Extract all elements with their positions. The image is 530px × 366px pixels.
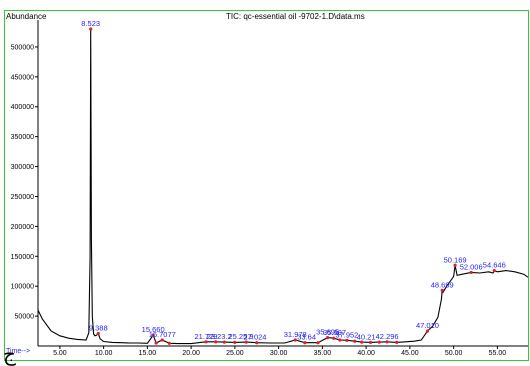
peak-marker — [204, 340, 208, 344]
peak-marker — [377, 340, 381, 344]
x-tick-label: 5.00 — [53, 350, 67, 357]
peak-label: 31.978 — [284, 330, 307, 339]
x-tick-label: 55.00 — [489, 350, 507, 357]
peak-marker — [326, 336, 330, 340]
x-axis: 5.00 10.00 15.00 20.00 25.00 30.00 35.00 40.00 4… — [38, 345, 528, 357]
peak-marker — [96, 331, 100, 336]
y-tick-label: 250000 — [11, 194, 34, 201]
y-axis-title: Abundance — [6, 12, 47, 21]
peak-marker — [160, 338, 164, 342]
peak-label: 9.388 — [89, 323, 108, 332]
peak-marker — [368, 340, 373, 345]
peak-marker — [345, 338, 349, 342]
peak-label: 33.64 — [297, 333, 316, 342]
peak-label: 48.699 — [431, 280, 454, 289]
peak-marker — [167, 341, 171, 345]
y-tick-label: 50000 — [15, 314, 35, 321]
y-tick-label: 150000 — [11, 254, 34, 261]
tic-trace — [37, 28, 529, 345]
peak-label: 27.024 — [244, 332, 267, 341]
peak-label: 54.646 — [483, 261, 506, 270]
peak-label: 25.25.9 — [228, 332, 253, 341]
x-tick-label: 30.00 — [270, 350, 288, 357]
y-tick-label: 200000 — [11, 224, 34, 231]
y-tick-label: 500000 — [11, 44, 34, 51]
peak-marker — [440, 288, 444, 292]
peak-marker — [303, 341, 307, 345]
peak-marker — [154, 341, 158, 345]
corner-glyph: ج — [3, 342, 16, 366]
y-tick-label: 350000 — [11, 134, 34, 141]
chart-title: TIC: qc-essential oil -9702-1.D\data.ms — [226, 12, 365, 21]
peak-marker — [233, 340, 237, 345]
y-axis: 50000 100000 150000 200000 250000 300000 35000… — [11, 20, 39, 346]
peak-label: 42.296 — [376, 332, 399, 341]
peak-label: 8.523 — [81, 19, 100, 28]
peak-marker — [316, 341, 320, 345]
x-axis-title: Time--> — [6, 348, 30, 355]
x-tick-label: 50.00 — [445, 350, 463, 357]
peak-label: 52.006 — [460, 262, 483, 271]
peak-marker — [425, 329, 430, 333]
series-layer — [37, 28, 529, 345]
x-tick-label: 15.00 — [139, 350, 157, 357]
x-tick-label: 20.00 — [182, 350, 200, 357]
peak-label: 16.7077 — [149, 330, 176, 339]
peak-marker — [395, 340, 399, 345]
peak-label: 23.23.2 — [207, 332, 232, 341]
peak-marker — [360, 340, 364, 344]
peak-marker — [469, 270, 473, 275]
peak-marker — [385, 340, 389, 344]
peak-label: 21.729 — [195, 332, 218, 341]
plot-frame — [4, 10, 529, 361]
peak-marker — [332, 336, 336, 340]
peak-marker — [89, 27, 93, 31]
peak-marker — [492, 269, 496, 273]
peak-label: 40.21 — [357, 332, 376, 341]
peak-markers — [89, 27, 496, 345]
x-tick-label: 40.00 — [357, 350, 375, 357]
y-tick-label: 100000 — [11, 284, 34, 291]
peak-label: 35.997 — [323, 328, 346, 337]
x-tick-label: 45.00 — [401, 350, 419, 357]
peak-marker — [453, 263, 457, 267]
peak-label: 47.010 — [416, 321, 439, 330]
peak-label: 37.952 — [335, 330, 358, 339]
x-tick-label: 25.00 — [226, 350, 244, 357]
peak-marker — [353, 339, 357, 343]
peak-marker — [338, 338, 342, 342]
y-tick-label: 450000 — [11, 74, 34, 81]
peak-marker — [255, 341, 259, 345]
x-tick-label: 10.00 — [95, 350, 113, 357]
y-tick-label: 300000 — [11, 164, 34, 171]
x-tick-label: 35.00 — [314, 350, 332, 357]
peak-label: 35.695 — [316, 328, 339, 337]
peak-marker — [151, 333, 155, 337]
y-tick-label: 400000 — [11, 104, 34, 111]
peak-marker — [244, 340, 248, 344]
peak-marker — [222, 340, 226, 344]
peak-label: 50.169 — [444, 255, 467, 264]
peak-marker — [214, 340, 218, 344]
peak-marker — [293, 338, 297, 342]
peak-label: 15.660 — [142, 325, 165, 334]
